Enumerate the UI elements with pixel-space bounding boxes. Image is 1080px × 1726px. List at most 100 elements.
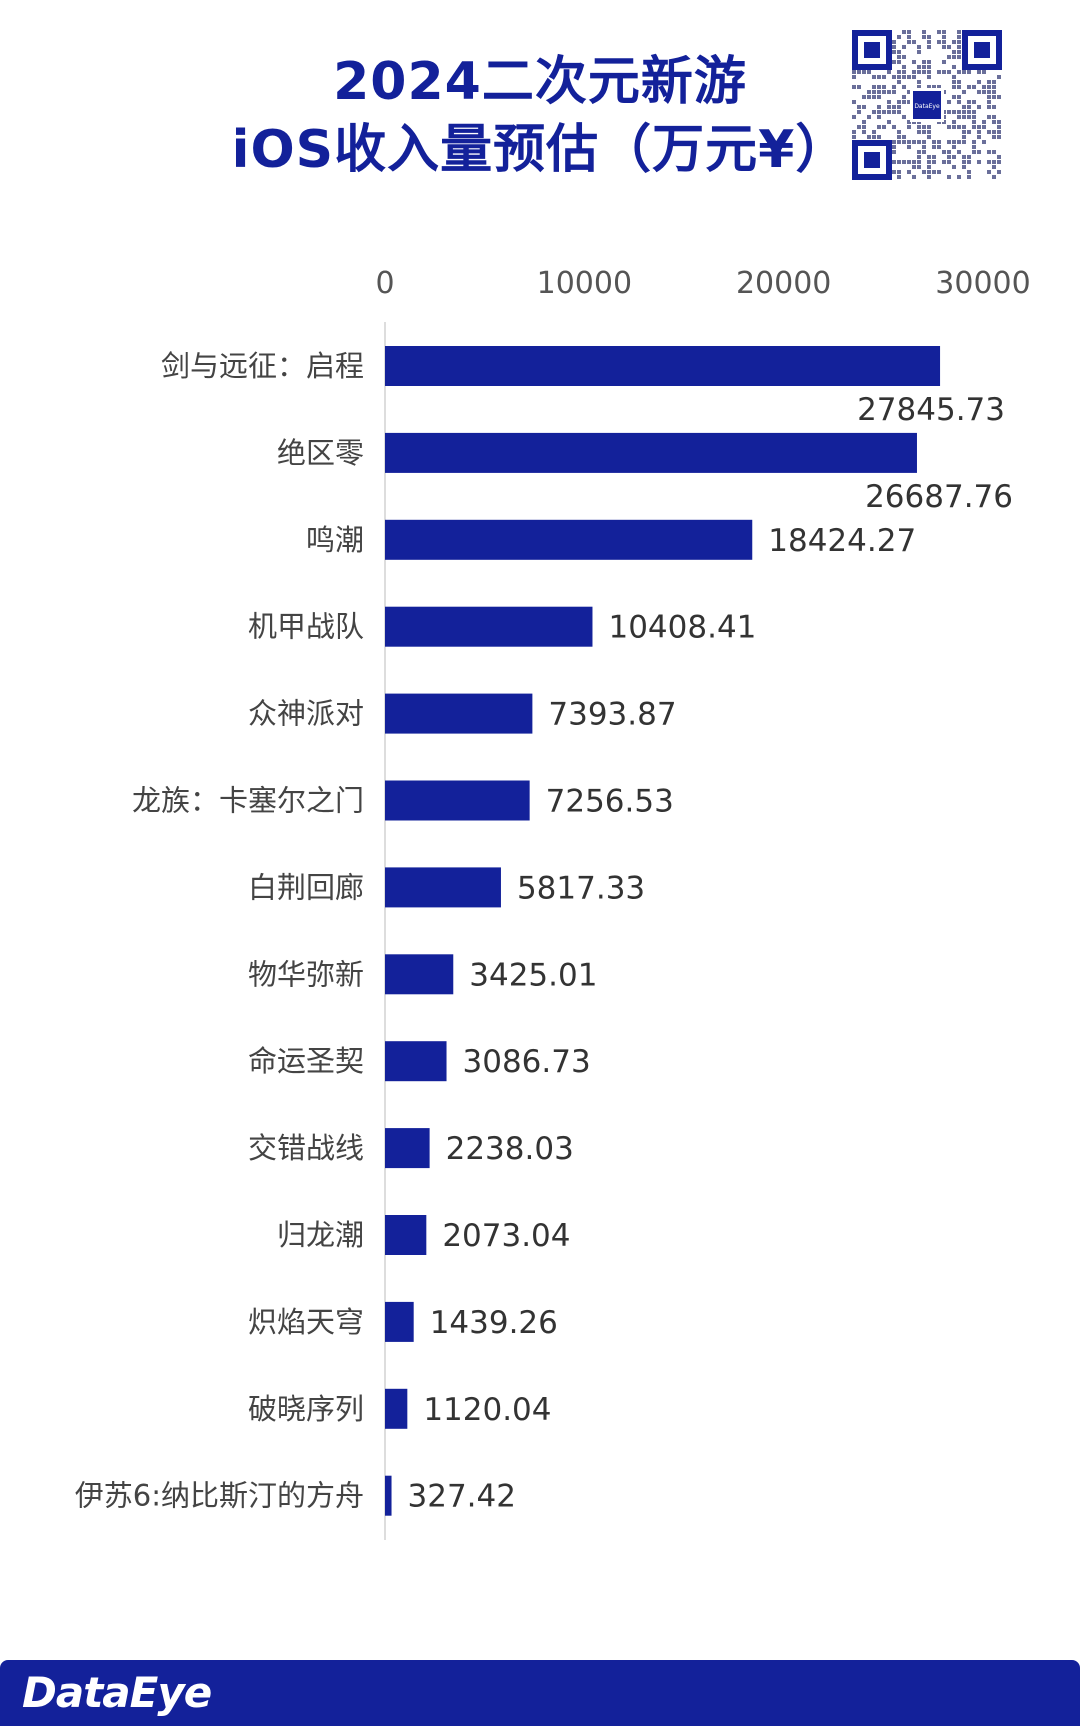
qr-module [932, 140, 936, 144]
qr-module [897, 75, 901, 79]
qr-module [887, 120, 891, 124]
qr-module [867, 70, 871, 74]
qr-module [942, 150, 946, 154]
qr-module [942, 40, 946, 44]
qr-module [877, 85, 881, 89]
qr-module [967, 170, 971, 174]
qr-module [927, 65, 931, 69]
qr-module [957, 150, 961, 154]
qr-module [957, 110, 961, 114]
data-label: 10408.41 [608, 610, 756, 646]
qr-module [892, 160, 896, 164]
qr-module [852, 130, 856, 134]
qr-module [992, 85, 996, 89]
qr-module [877, 90, 881, 94]
bar [385, 432, 917, 473]
qr-module [977, 160, 981, 164]
qr-module [897, 105, 901, 109]
qr-module [992, 165, 996, 169]
data-label: 3086.73 [463, 1044, 591, 1080]
qr-module [902, 115, 906, 119]
data-label: 7256.53 [546, 784, 674, 820]
qr-module [952, 75, 956, 79]
chart-title-line1: 2024二次元新游 [333, 52, 747, 112]
qr-module [937, 30, 941, 34]
qr-module [927, 40, 931, 44]
qr-module [887, 105, 891, 109]
qr-module [957, 125, 961, 129]
qr-module [877, 115, 881, 119]
data-label: 3425.01 [469, 957, 597, 993]
qr-module [947, 160, 951, 164]
category-label: 物华弥新 [248, 957, 364, 991]
qr-module [947, 155, 951, 159]
qr-module [897, 50, 901, 54]
qr-module [892, 105, 896, 109]
qr-module [942, 35, 946, 39]
qr-module [927, 35, 931, 39]
bar [385, 1215, 427, 1255]
bar [385, 867, 501, 908]
qr-module [977, 135, 981, 139]
qr-module [987, 160, 991, 164]
qr-module [957, 85, 961, 89]
qr-module [922, 145, 926, 149]
qr-module [977, 150, 981, 154]
qr-module [982, 120, 986, 124]
qr-module [972, 140, 976, 144]
qr-module [992, 115, 996, 119]
qr-module [917, 155, 921, 159]
qr-module [937, 70, 941, 74]
qr-module [917, 45, 921, 49]
qr-module [897, 130, 901, 134]
qr-module [907, 100, 911, 104]
qr-module [952, 155, 956, 159]
qr-module [952, 80, 956, 84]
qr-module [957, 50, 961, 54]
qr-module [997, 130, 1001, 134]
qr-module [962, 135, 966, 139]
qr-module [877, 95, 881, 99]
data-label: 26687.76 [865, 479, 1013, 515]
qr-module [962, 70, 966, 74]
qr-module [917, 125, 921, 129]
qr-module [887, 70, 891, 74]
qr-module [927, 125, 931, 129]
qr-module [947, 55, 951, 59]
qr-module [967, 175, 971, 179]
qr-module [872, 135, 876, 139]
qr-module [987, 105, 991, 109]
qr-module [937, 85, 941, 89]
qr-module [997, 75, 1001, 79]
qr-module [937, 40, 941, 44]
qr-module [912, 40, 916, 44]
data-label: 5817.33 [517, 870, 645, 906]
qr-module [967, 155, 971, 159]
qr-module [962, 110, 966, 114]
qr-module [927, 45, 931, 49]
qr-module [922, 130, 926, 134]
qr-module [907, 160, 911, 164]
qr-module [997, 170, 1001, 174]
qr-module [977, 70, 981, 74]
qr-module [867, 90, 871, 94]
category-label: 剑与远征：启程 [161, 349, 364, 383]
qr-module [862, 95, 866, 99]
category-label: 鸣潮 [306, 523, 364, 557]
qr-module [987, 90, 991, 94]
qr-module [857, 125, 861, 129]
qr-module [987, 170, 991, 174]
qr-module [947, 100, 951, 104]
qr-module [952, 55, 956, 59]
qr-module [897, 100, 901, 104]
qr-module [877, 75, 881, 79]
qr-module [957, 175, 961, 179]
qr-module [962, 155, 966, 159]
qr-module [957, 100, 961, 104]
qr-module [972, 150, 976, 154]
qr-module [987, 115, 991, 119]
qr-module [977, 80, 981, 84]
qr-module [927, 75, 931, 79]
qr-module [892, 75, 896, 79]
qr-module [967, 100, 971, 104]
